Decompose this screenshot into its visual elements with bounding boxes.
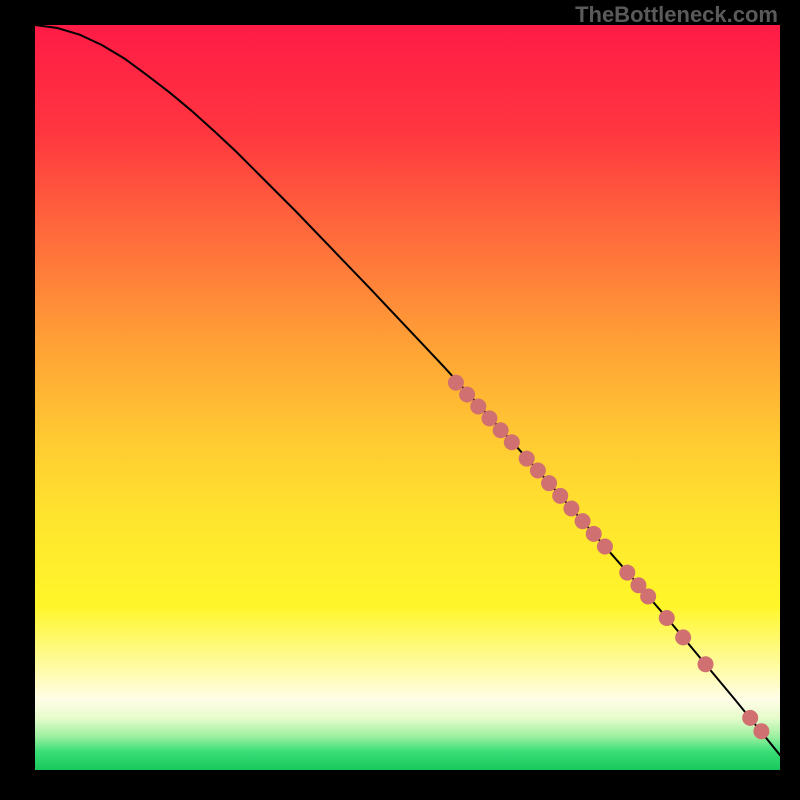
data-marker (530, 463, 546, 479)
data-marker (675, 629, 691, 645)
data-marker (753, 723, 769, 739)
data-marker (552, 488, 568, 504)
data-marker (504, 434, 520, 450)
data-marker (698, 656, 714, 672)
data-marker (619, 565, 635, 581)
watermark-text: TheBottleneck.com (575, 2, 778, 28)
data-marker (448, 375, 464, 391)
data-marker (575, 513, 591, 529)
data-marker (519, 451, 535, 467)
data-marker (586, 526, 602, 542)
data-marker (597, 539, 613, 555)
data-marker (563, 501, 579, 517)
data-marker (640, 588, 656, 604)
data-marker (659, 610, 675, 626)
chart-plot (35, 25, 780, 770)
gradient-background (35, 25, 780, 770)
data-marker (541, 475, 557, 491)
data-marker (481, 410, 497, 426)
data-marker (742, 710, 758, 726)
data-marker (470, 398, 486, 414)
data-marker (493, 422, 509, 438)
data-marker (459, 387, 475, 403)
